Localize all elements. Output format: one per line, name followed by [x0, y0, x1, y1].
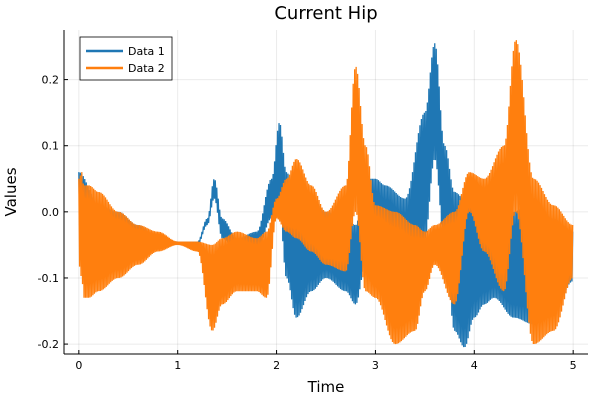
y-tick-label-2: 0.0: [42, 206, 60, 219]
y-ticks: -0.2 -0.1 0.0 0.1 0.2: [38, 74, 68, 351]
x-ticks: 0 1 2 3 4 5: [75, 350, 577, 372]
y-tick-label-3: 0.1: [42, 140, 60, 153]
axes: [63, 30, 588, 355]
series-line-data-2: [78, 40, 574, 345]
y-tick-label-4: 0.2: [42, 74, 60, 87]
x-tick-label-1: 1: [174, 359, 181, 372]
legend-box: [79, 36, 173, 81]
legend-label-data-2: Data 2: [128, 62, 165, 75]
chart-title: Current Hip: [274, 3, 377, 24]
x-tick-label-5: 5: [570, 359, 577, 372]
y-tick-label-0: -0.2: [38, 338, 59, 351]
series-layer: [78, 40, 574, 348]
x-tick-label-2: 2: [273, 359, 280, 372]
x-tick-label-4: 4: [471, 359, 478, 372]
x-tick-label-3: 3: [372, 359, 379, 372]
y-tick-label-1: -0.1: [38, 272, 59, 285]
x-tick-label-0: 0: [75, 359, 82, 372]
legend-label-data-1: Data 1: [128, 45, 165, 58]
y-axis-title: Values: [2, 167, 20, 216]
legend: Data 1 Data 2: [79, 36, 173, 81]
x-axis-title: Time: [307, 378, 345, 396]
